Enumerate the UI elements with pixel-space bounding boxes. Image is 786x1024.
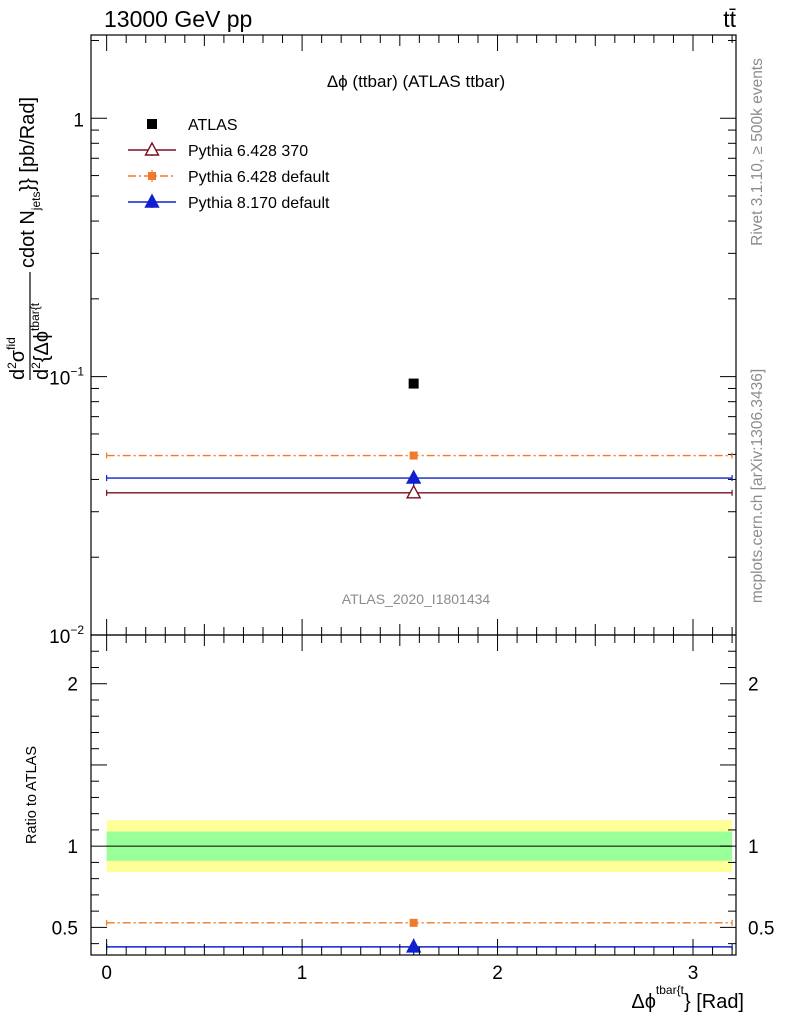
mcplots-label: mcplots.cern.ch [arXiv:1306.3436] — [749, 369, 766, 603]
legend-marker — [148, 172, 156, 180]
data-point — [408, 378, 419, 389]
legend-label: Pythia 8.170 default — [188, 195, 330, 212]
x-tick-label: 0 — [101, 963, 112, 984]
main-series-group — [106, 378, 733, 499]
ratio-tick-label-left: 1 — [67, 837, 78, 858]
ratio-tick-label-right: 2 — [748, 675, 759, 696]
series-pythia-6-428-370 — [106, 484, 733, 499]
ylabel-sigma: σ — [7, 349, 29, 362]
legend-entry: Pythia 6.428 default — [128, 169, 330, 186]
y-tick-label-base: 10 — [49, 627, 70, 648]
xlabel-pre: Δϕ — [631, 991, 656, 1013]
data-point — [409, 451, 418, 460]
x-axis-label: Δϕtbar{t} [Rad] — [631, 983, 744, 1013]
ratio-tick-label-right: 1 — [748, 837, 759, 858]
x-tick-label: 1 — [297, 963, 308, 984]
legend-label: Pythia 6.428 default — [188, 169, 330, 186]
x-axis-ticks: 0 1 2 3 — [101, 35, 733, 984]
ratio-tick-label-left: 0.5 — [52, 918, 78, 939]
ylabel-sigma-sup: fid — [4, 337, 18, 350]
xlabel-post: } [Rad] — [684, 991, 744, 1013]
data-point — [405, 469, 422, 484]
y-tick-label-base: 10 — [49, 369, 70, 390]
ratio-plot-frame — [90, 634, 737, 956]
x-tick-label: 3 — [688, 963, 699, 984]
main-plot-title: Δϕ (ttbar) (ATLAS ttbar) — [327, 72, 505, 91]
data-point — [405, 484, 422, 499]
ylabel-tail-sub: jets — [29, 192, 43, 212]
legend-marker — [144, 193, 160, 208]
ylabel-num-d: d — [7, 369, 29, 380]
legend-marker — [144, 141, 160, 156]
legend-entry: Pythia 6.428 370 — [128, 141, 308, 160]
xlabel-sup: tbar{t — [656, 983, 685, 997]
legend-entry: Pythia 8.170 default — [128, 193, 330, 212]
legend: ATLAS Pythia 6.428 370 Pythia 6.428 defaul… — [128, 117, 330, 212]
rivet-label: Rivet 3.1.10, ≥ 500k events — [749, 58, 766, 246]
ylabel-tail-post: }} [pb/Rad] — [17, 97, 39, 192]
ylabel-den-rest-sup: tbar{t — [28, 302, 42, 331]
ratio-series-pythia-6-428-default — [106, 918, 733, 927]
legend-marker — [147, 119, 157, 129]
ylabel-den-sup: 2 — [29, 362, 43, 369]
ylabel-num-sup: 2 — [5, 362, 19, 369]
ratio-tick-label-left: 2 — [67, 675, 78, 696]
ratio-point — [409, 918, 418, 927]
svg-text:cdot Njets}} [pb/Rad]: cdot Njets}} [pb/Rad] — [17, 97, 43, 268]
ratio-bands — [106, 820, 733, 873]
y-tick-label: 10−1 — [49, 365, 84, 390]
analysis-watermark: ATLAS_2020_I1801434 — [342, 591, 491, 607]
y-tick-label-exp: −2 — [70, 623, 84, 637]
ylabel-den-d: d — [31, 369, 53, 380]
ratio-tick-label-right: 0.5 — [748, 918, 774, 939]
ratio-point — [405, 938, 422, 953]
series-pythia-6-428-default — [106, 451, 733, 460]
legend-label: ATLAS — [188, 117, 238, 134]
y-tick-label: 1 — [73, 110, 84, 131]
svg-text:d2σfid: d2σfid — [4, 337, 29, 380]
x-tick-label: 2 — [492, 963, 503, 984]
process-label: tt̄ — [723, 6, 736, 32]
legend-label: Pythia 6.428 370 — [188, 143, 308, 160]
series-atlas — [408, 378, 419, 389]
ratio-y-ticks: 2 2 1 1 0.5 0.5 — [52, 634, 774, 945]
y-tick-label: 10−2 — [49, 623, 84, 648]
main-plot-panel: Δϕ (ttbar) (ATLAS ttbar) ATLAS_2020_I180… — [4, 34, 737, 648]
y-tick-label-exp: −1 — [70, 365, 84, 379]
legend-entry: ATLAS — [147, 117, 238, 134]
ratio-y-axis-label: Ratio to ATLAS — [24, 746, 40, 844]
ylabel-den-rest: {Δϕ — [31, 331, 53, 362]
series-pythia-8-170-default — [106, 469, 733, 487]
svg-text:d2{Δϕtbar{t: d2{Δϕtbar{t — [28, 302, 53, 380]
energy-label: 13000 GeV pp — [104, 6, 252, 32]
main-y-axis-label: d2σfid d2{Δϕtbar{t cdot Njets}} [pb/Rad] — [4, 97, 53, 380]
main-y-ticks: 110−110−2 — [49, 39, 736, 648]
ylabel-tail-pre: cdot N — [17, 210, 39, 268]
